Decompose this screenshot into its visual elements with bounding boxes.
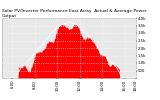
Text: Solar PV/Inverter Performance East Array  Actual & Average Power Output: Solar PV/Inverter Performance East Array… — [2, 9, 146, 18]
